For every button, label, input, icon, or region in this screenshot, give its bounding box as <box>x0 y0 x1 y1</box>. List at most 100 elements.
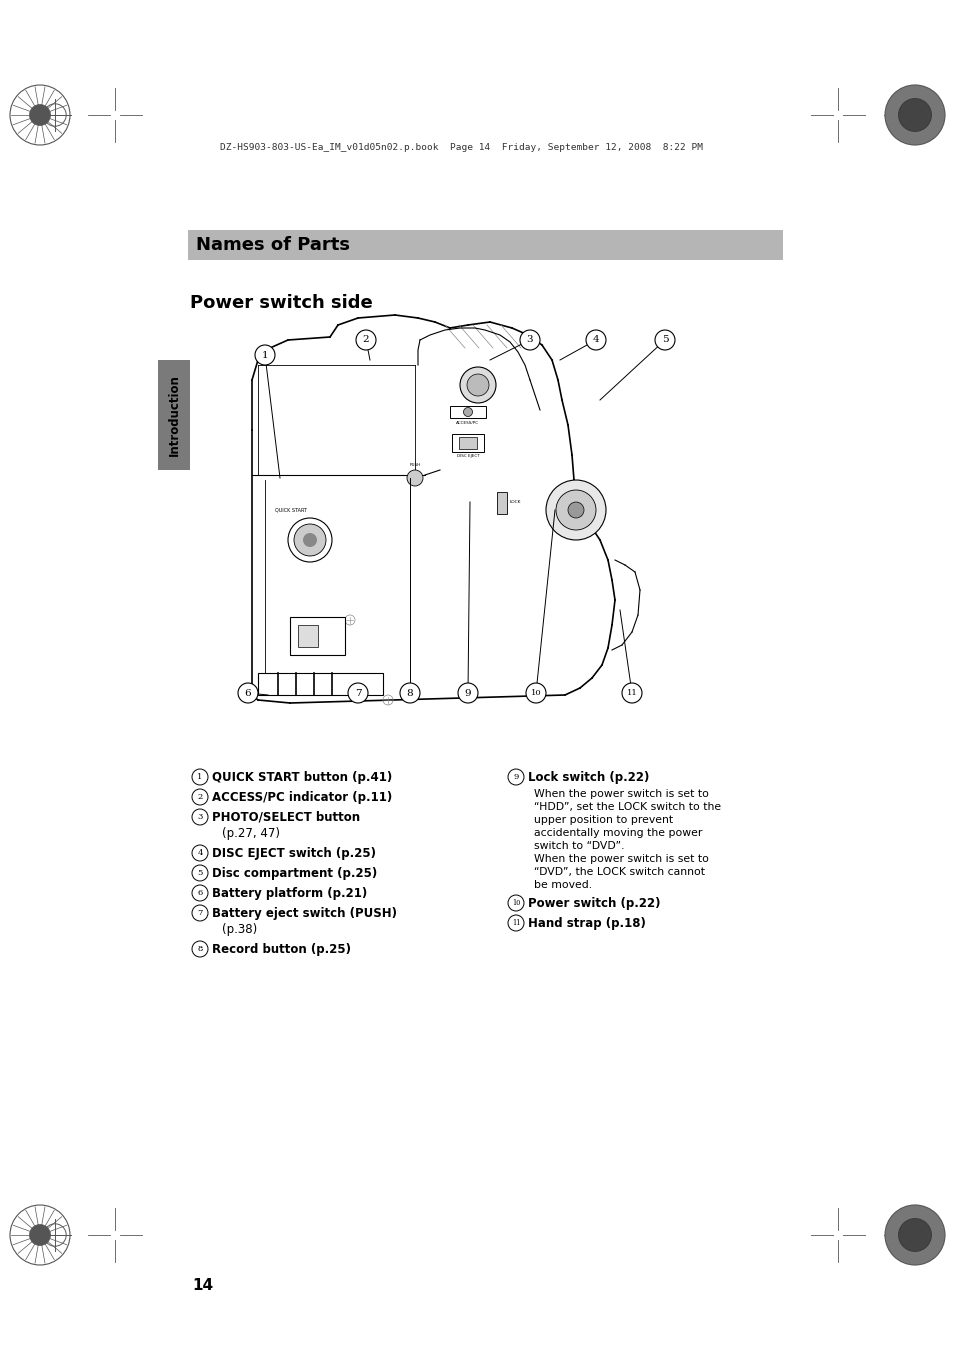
Text: 5: 5 <box>197 869 202 878</box>
Circle shape <box>655 329 675 350</box>
Bar <box>450 406 485 418</box>
Circle shape <box>457 683 477 703</box>
Text: PHOTO/SELECT button: PHOTO/SELECT button <box>212 810 359 824</box>
Circle shape <box>30 104 51 126</box>
Circle shape <box>294 524 326 556</box>
Text: DISC EJECT switch (p.25): DISC EJECT switch (p.25) <box>212 846 375 860</box>
Circle shape <box>355 329 375 350</box>
Text: 8: 8 <box>406 688 413 698</box>
Circle shape <box>621 683 641 703</box>
Circle shape <box>898 99 930 131</box>
Text: accidentally moving the power: accidentally moving the power <box>534 828 701 838</box>
Text: Lock switch (p.22): Lock switch (p.22) <box>527 771 649 783</box>
Circle shape <box>467 374 489 396</box>
Bar <box>257 674 382 695</box>
Bar <box>497 491 506 514</box>
Circle shape <box>192 941 208 957</box>
Circle shape <box>525 683 545 703</box>
Circle shape <box>192 865 208 882</box>
Text: DZ-HS903-803-US-Ea_IM_v01d05n02.p.book  Page 14  Friday, September 12, 2008  8:2: DZ-HS903-803-US-Ea_IM_v01d05n02.p.book P… <box>220 143 702 153</box>
Text: 11: 11 <box>511 919 519 927</box>
Text: be moved.: be moved. <box>534 880 592 890</box>
Circle shape <box>459 367 496 404</box>
Text: Names of Parts: Names of Parts <box>195 236 350 255</box>
Text: Power switch (p.22): Power switch (p.22) <box>527 896 659 910</box>
Text: (p.38): (p.38) <box>222 923 257 937</box>
Text: (p.27, 47): (p.27, 47) <box>222 828 280 841</box>
Bar <box>188 230 782 261</box>
Circle shape <box>192 769 208 784</box>
Text: 2: 2 <box>197 792 202 801</box>
Text: 2: 2 <box>362 336 369 344</box>
Text: 3: 3 <box>526 336 533 344</box>
Text: “HDD”, set the LOCK switch to the: “HDD”, set the LOCK switch to the <box>534 802 720 811</box>
Circle shape <box>507 895 523 911</box>
Text: 3: 3 <box>197 813 202 821</box>
Text: 1: 1 <box>261 351 268 359</box>
Text: ACCESS/PC indicator (p.11): ACCESS/PC indicator (p.11) <box>212 791 392 803</box>
Circle shape <box>507 769 523 784</box>
Text: Battery eject switch (PUSH): Battery eject switch (PUSH) <box>212 906 396 919</box>
Circle shape <box>545 481 605 540</box>
Text: ACCESS/PC: ACCESS/PC <box>456 421 479 425</box>
Text: 6: 6 <box>244 688 251 698</box>
Text: 1: 1 <box>197 774 202 782</box>
Text: Introduction: Introduction <box>168 374 180 456</box>
Circle shape <box>288 518 332 562</box>
Bar <box>158 360 190 470</box>
Circle shape <box>898 1219 930 1251</box>
Circle shape <box>192 886 208 900</box>
Text: Record button (p.25): Record button (p.25) <box>212 942 351 956</box>
Text: Hand strap (p.18): Hand strap (p.18) <box>527 917 645 930</box>
Text: 6: 6 <box>197 890 202 896</box>
Circle shape <box>407 470 422 486</box>
Circle shape <box>254 346 274 365</box>
Bar <box>290 617 345 655</box>
Circle shape <box>556 490 596 531</box>
Circle shape <box>884 1206 944 1265</box>
Text: 10: 10 <box>530 688 540 697</box>
Text: When the power switch is set to: When the power switch is set to <box>534 855 708 864</box>
Text: 5: 5 <box>661 336 668 344</box>
Circle shape <box>192 809 208 825</box>
Text: Power switch side: Power switch side <box>190 294 373 312</box>
Circle shape <box>585 329 605 350</box>
Bar <box>297 625 317 647</box>
Text: QUICK START: QUICK START <box>274 508 307 513</box>
Circle shape <box>884 85 944 144</box>
Text: 8: 8 <box>197 945 202 953</box>
Text: Disc compartment (p.25): Disc compartment (p.25) <box>212 867 376 879</box>
Text: 7: 7 <box>197 909 202 917</box>
Circle shape <box>192 904 208 921</box>
Circle shape <box>348 683 368 703</box>
Circle shape <box>30 1224 51 1246</box>
Text: 11: 11 <box>626 688 637 697</box>
Circle shape <box>519 329 539 350</box>
Circle shape <box>507 915 523 931</box>
Text: 4: 4 <box>592 336 598 344</box>
Text: upper position to prevent: upper position to prevent <box>534 815 673 825</box>
Text: LOCK: LOCK <box>510 500 521 504</box>
Text: PUSH: PUSH <box>410 463 420 467</box>
Text: Battery platform (p.21): Battery platform (p.21) <box>212 887 367 899</box>
Bar <box>452 433 483 452</box>
Text: 9: 9 <box>464 688 471 698</box>
Circle shape <box>303 533 316 547</box>
Text: 10: 10 <box>511 899 519 907</box>
Circle shape <box>399 683 419 703</box>
Text: 7: 7 <box>355 688 361 698</box>
Text: switch to “DVD”.: switch to “DVD”. <box>534 841 624 850</box>
Circle shape <box>463 408 472 417</box>
Circle shape <box>237 683 257 703</box>
Text: 14: 14 <box>192 1277 213 1292</box>
Text: QUICK START button (p.41): QUICK START button (p.41) <box>212 771 392 783</box>
Circle shape <box>192 788 208 805</box>
Text: DISC EJECT: DISC EJECT <box>456 454 478 458</box>
Text: 9: 9 <box>513 774 518 782</box>
Circle shape <box>567 502 583 518</box>
Text: 4: 4 <box>197 849 203 857</box>
Text: “DVD”, the LOCK switch cannot: “DVD”, the LOCK switch cannot <box>534 867 704 878</box>
Text: When the power switch is set to: When the power switch is set to <box>534 788 708 799</box>
Bar <box>458 437 476 450</box>
Circle shape <box>192 845 208 861</box>
